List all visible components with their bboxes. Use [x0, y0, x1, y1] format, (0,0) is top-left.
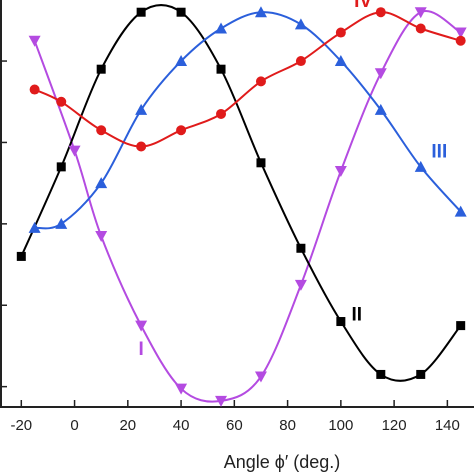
marker-series-ii: [336, 317, 346, 327]
x-tick-label: -20: [10, 417, 32, 434]
marker-series-iv: [29, 84, 40, 95]
marker-series-ii: [416, 369, 426, 379]
x-tick-label: 0: [70, 417, 78, 434]
x-tick-label: 20: [119, 417, 136, 434]
marker-series-iv: [375, 7, 386, 18]
curve-series-iii: [34, 11, 462, 230]
x-tick-label: 80: [279, 417, 296, 434]
marker-series-i: [28, 35, 41, 47]
x-tick-label: 60: [226, 417, 243, 434]
marker-series-ii: [296, 243, 306, 253]
marker-series-iii: [294, 18, 307, 30]
marker-series-i: [414, 7, 427, 19]
marker-series-iii: [334, 55, 347, 67]
marker-series-iv: [96, 125, 107, 136]
marker-series-iv: [176, 125, 187, 136]
marker-series-iii: [28, 221, 41, 233]
x-tick-label: 100: [328, 417, 353, 434]
marker-series-i: [215, 395, 228, 407]
marker-series-iii: [454, 205, 467, 217]
series-label-iv: IV: [354, 0, 372, 12]
marker-series-iv: [216, 108, 227, 119]
marker-series-i: [294, 279, 307, 291]
marker-series-ii: [176, 7, 186, 17]
marker-series-iii: [175, 55, 188, 67]
series-label-ii: II: [352, 304, 363, 325]
marker-series-iii: [95, 177, 108, 189]
marker-series-i: [95, 231, 108, 243]
marker-series-ii: [56, 162, 66, 172]
series-label-i: I: [138, 339, 143, 360]
marker-series-iv: [295, 56, 306, 67]
marker-series-i: [68, 145, 81, 157]
marker-series-iv: [136, 141, 147, 152]
marker-series-i: [334, 165, 347, 177]
marker-series-iv: [255, 76, 266, 87]
x-axis-title: Angle ϕ′ (deg.): [224, 452, 341, 472]
marker-series-ii: [456, 321, 466, 331]
marker-series-i: [175, 383, 188, 395]
plot-frame: [0, 0, 474, 408]
marker-series-iii: [55, 217, 68, 229]
x-tick-label: 140: [435, 417, 460, 434]
marker-series-ii: [256, 158, 266, 168]
marker-series-i: [454, 27, 467, 39]
marker-series-iii: [254, 6, 267, 18]
fit-curves: [20, 4, 462, 403]
marker-series-ii: [216, 64, 226, 74]
marker-series-iv: [335, 27, 346, 38]
x-tick-label: 40: [173, 417, 190, 434]
marker-series-iii: [414, 160, 427, 172]
marker-series-ii: [136, 7, 146, 17]
axis-ticks: -20 0 20 40 60 80 100 120 140: [0, 60, 460, 434]
marker-series-i: [254, 371, 267, 383]
marker-series-iii: [374, 103, 387, 115]
marker-series-i: [135, 320, 148, 332]
marker-series-iii: [215, 22, 228, 34]
marker-series-ii: [96, 64, 106, 74]
marker-series-iv: [415, 23, 426, 34]
marker-series-i: [374, 68, 387, 80]
marker-series-iii: [135, 103, 148, 115]
marker-series-ii: [16, 251, 26, 261]
series-label-iii: III: [431, 142, 447, 163]
data-markers: [16, 6, 467, 407]
marker-series-ii: [376, 369, 386, 379]
marker-series-iv: [455, 35, 466, 46]
x-tick-label: 120: [382, 417, 407, 434]
marker-series-iv: [56, 96, 67, 107]
